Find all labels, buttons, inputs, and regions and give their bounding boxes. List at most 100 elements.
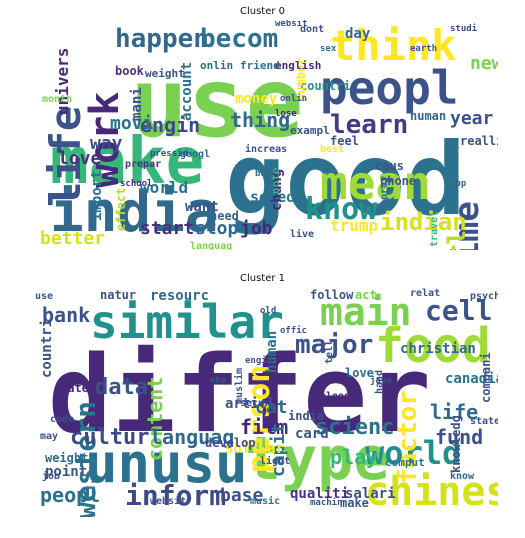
cluster-0-word: prepar <box>125 159 162 170</box>
cluster-0-word: caus <box>375 159 404 173</box>
cluster-0-word: app <box>450 179 467 189</box>
cluster-0-word: start <box>140 218 195 239</box>
cluster-0-word: make <box>50 125 205 199</box>
cluster-1-word: love <box>345 366 374 380</box>
cluster-1-word: cultur <box>70 425 150 450</box>
cluster-1-word: water <box>60 381 97 395</box>
cluster-1-word: chines <box>365 469 498 515</box>
cluster-1-word: know <box>450 471 475 482</box>
cluster-1-word: cat <box>255 397 288 418</box>
cluster-0-word: effect <box>114 188 128 232</box>
cluster-0-word: way <box>90 133 123 154</box>
cluster-0-word: phone <box>380 174 417 188</box>
cluster-1-word: inform <box>125 479 227 512</box>
cluster-1-word: articl <box>225 396 276 412</box>
cluster-1-word: peopl <box>40 483 101 507</box>
cluster-0-word: best <box>320 144 345 155</box>
cluster-0-word: mean <box>320 156 431 210</box>
cluster-1-word: java <box>370 376 392 386</box>
cluster-0-word: sex <box>320 44 337 54</box>
cluster-1-word: natur <box>100 288 137 302</box>
cluster-1-wordcloud: differ similar unusu type food chines main cell… <box>30 287 498 517</box>
cluster-1-word: countri <box>39 318 55 378</box>
cluster-0-word: becom <box>200 24 279 54</box>
cluster-1-word: engin <box>245 356 273 366</box>
cluster-1-word: salari <box>345 486 396 502</box>
cluster-0-word: movi <box>110 113 154 134</box>
cluster-1-word: code <box>50 414 75 425</box>
cluster-1-word: food <box>375 318 491 374</box>
cluster-0-word: onlin <box>280 94 308 104</box>
cluster-1-word: christian <box>400 341 476 357</box>
cluster-0-word: book <box>115 64 144 78</box>
cluster-1-word: factor <box>393 390 423 485</box>
cluster-1-word: languag <box>150 425 235 449</box>
cluster-1-word: play <box>330 445 379 469</box>
cluster-0-word: realli <box>460 134 498 148</box>
cluster-1-word: film <box>240 415 289 439</box>
cluster-1-word: india <box>288 409 325 423</box>
cluster-1-word: softwar <box>225 441 285 457</box>
cluster-1-word: canadian <box>445 371 498 387</box>
cluster-0-word: girl <box>443 230 471 250</box>
cluster-0-word: dont <box>300 24 325 35</box>
cluster-1-word: blood <box>320 391 351 402</box>
cluster-0-word: someon <box>250 188 305 206</box>
cluster-1-word: may <box>40 431 59 442</box>
cluster-1-word: follow <box>310 288 354 302</box>
cluster-1-word: similar <box>90 295 284 349</box>
cluster-1-word: qualiti <box>290 486 350 502</box>
cluster-1-word: secur <box>240 398 271 409</box>
cluster-1-word: unusu <box>85 432 248 495</box>
cluster-0-word: human <box>410 109 447 123</box>
cluster-0-word: india <box>50 180 219 245</box>
cluster-0-word: improv <box>379 175 390 212</box>
cluster-0-word: languag <box>190 241 233 251</box>
cluster-0-word: use <box>130 47 304 159</box>
cluster-1-word: develop <box>205 436 256 450</box>
cluster-0-word: travel <box>429 210 440 247</box>
cluster-0-word: new <box>470 53 498 74</box>
cluster-1-word: life <box>430 400 479 424</box>
cluster-1-word: make <box>340 496 369 510</box>
cluster-0-word: job <box>240 218 273 239</box>
cluster-0-word: import <box>89 170 105 221</box>
cluster-0-word: studi <box>450 24 478 34</box>
cluster-0-word: googl <box>180 149 211 160</box>
cluster-1-word: cell <box>425 294 493 327</box>
cluster-1-word: compani <box>479 352 493 404</box>
cluster-0-word: stop <box>195 218 239 239</box>
cluster-1-word: knowledg <box>449 415 463 474</box>
cluster-1-title: Cluster 1 <box>239 273 286 284</box>
cluster-1-word: world <box>365 434 462 472</box>
cluster-1-word: state <box>470 416 498 427</box>
cluster-1-word: differ <box>48 333 431 456</box>
cluster-0-word: day <box>345 26 371 42</box>
cluster-1-word: light <box>260 456 291 467</box>
cluster-1-word: fund <box>435 425 484 449</box>
cluster-0-word: month <box>42 94 73 105</box>
cluster-0-word: websit <box>275 20 308 29</box>
cluster-0-word: note <box>269 167 282 195</box>
cluster-0-word: peopl <box>320 61 459 115</box>
cluster-1-word: machin <box>310 498 343 508</box>
cluster-0-word: exampl <box>290 124 330 137</box>
cluster-0-word: good <box>225 121 466 238</box>
cluster-1-word: job <box>42 471 61 482</box>
cluster-0-word: lose <box>275 109 297 119</box>
cluster-0-word: trump <box>330 216 379 235</box>
cluster-1-word: psycholog <box>470 291 498 302</box>
cluster-0-word: love <box>58 148 102 169</box>
cluster-1-word: relat <box>410 288 441 299</box>
cluster-0-word: feel <box>330 134 359 148</box>
cluster-1-word: card <box>295 426 329 442</box>
cluster-0-word: english <box>275 59 322 72</box>
cluster-1-word: websit <box>150 496 187 507</box>
cluster-0-word: indian <box>380 208 467 236</box>
cluster-0-word: learn <box>330 110 409 140</box>
cluster-0-wordcloud: use good make india peopl think mean life work kn… <box>30 20 498 250</box>
cluster-1-word: human <box>264 330 280 373</box>
cluster-0-word: school <box>120 179 153 189</box>
cluster-1-word: use <box>35 291 54 302</box>
cluster-1-word: comput <box>385 456 425 469</box>
